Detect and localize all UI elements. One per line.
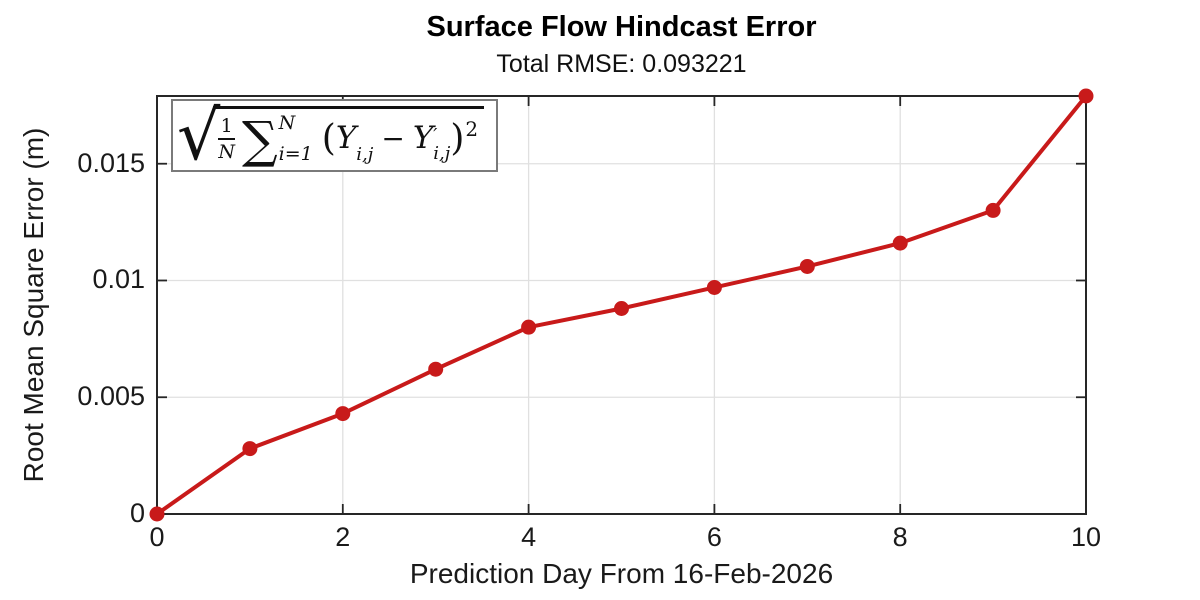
radical-sign: √ bbox=[177, 96, 221, 176]
fraction-one-over-n: 1 N bbox=[218, 114, 235, 163]
data-point-marker bbox=[1078, 88, 1094, 104]
data-point-marker bbox=[149, 506, 165, 522]
open-paren: ( bbox=[321, 117, 336, 159]
y-prime-scripts: ′ i,j bbox=[433, 124, 451, 164]
data-point-marker bbox=[892, 235, 908, 251]
y-tick-label: 0 bbox=[129, 498, 145, 528]
data-point-marker bbox=[799, 258, 815, 274]
sum-upper-limit: N bbox=[278, 112, 296, 134]
fraction-numerator: 1 bbox=[220, 114, 233, 137]
sum-lower-limit: i=1 bbox=[278, 143, 313, 165]
x-tick-label: 10 bbox=[1070, 522, 1102, 552]
data-point-marker bbox=[706, 279, 722, 295]
exponent: 2 bbox=[465, 116, 479, 141]
fraction-denominator: N bbox=[218, 140, 235, 163]
sum-limits: N i=1 bbox=[279, 114, 313, 164]
data-point-marker bbox=[242, 441, 258, 457]
summation-group: ∑ N i=1 bbox=[242, 114, 313, 165]
x-axis-label: Prediction Day From 16-Feb-2026 bbox=[409, 558, 834, 589]
y-prime-subscript: i,j bbox=[433, 142, 451, 164]
x-tick-label: 0 bbox=[149, 522, 165, 552]
y-axis-label: Root Mean Square Error (m) bbox=[18, 127, 49, 483]
y-tick-label: 0.015 bbox=[77, 147, 145, 178]
y-subscript: i,j bbox=[356, 144, 374, 166]
x-tick-label: 6 bbox=[706, 522, 722, 552]
y-tick-label: 0.01 bbox=[92, 264, 145, 295]
x-tick-label: 4 bbox=[521, 522, 537, 552]
x-tick-label: 8 bbox=[892, 522, 908, 552]
minus-sign: − bbox=[381, 121, 405, 155]
close-paren: ) bbox=[450, 117, 465, 159]
data-point-marker bbox=[614, 301, 629, 317]
y-variable: Y bbox=[335, 120, 357, 157]
radicand: 1 N ∑ N i=1 ( Y i,j − Y ′ i,j bbox=[213, 106, 485, 165]
x-tick-label: 2 bbox=[335, 522, 351, 552]
data-point-marker bbox=[521, 319, 537, 335]
prime-mark: ′ bbox=[433, 124, 438, 146]
plot-border bbox=[156, 95, 1087, 515]
data-point-marker bbox=[428, 361, 444, 377]
sum-symbol: ∑ bbox=[241, 110, 278, 169]
y-prime-variable: Y bbox=[412, 120, 434, 157]
y-tick-label: 0.005 bbox=[77, 381, 145, 412]
rmse-formula-annotation: √ 1 N ∑ N i=1 ( Y i,j − Y ′ bbox=[171, 96, 499, 176]
fraction-bar bbox=[218, 137, 235, 140]
data-point-marker bbox=[985, 202, 1001, 218]
chart-subtitle: Total RMSE: 0.093221 bbox=[496, 50, 747, 78]
data-point-marker bbox=[335, 406, 351, 422]
squared-difference-expression: ( Y i,j − Y ′ i,j ) 2 bbox=[321, 117, 478, 164]
chart-title: Surface Flow Hindcast Error bbox=[426, 11, 817, 43]
